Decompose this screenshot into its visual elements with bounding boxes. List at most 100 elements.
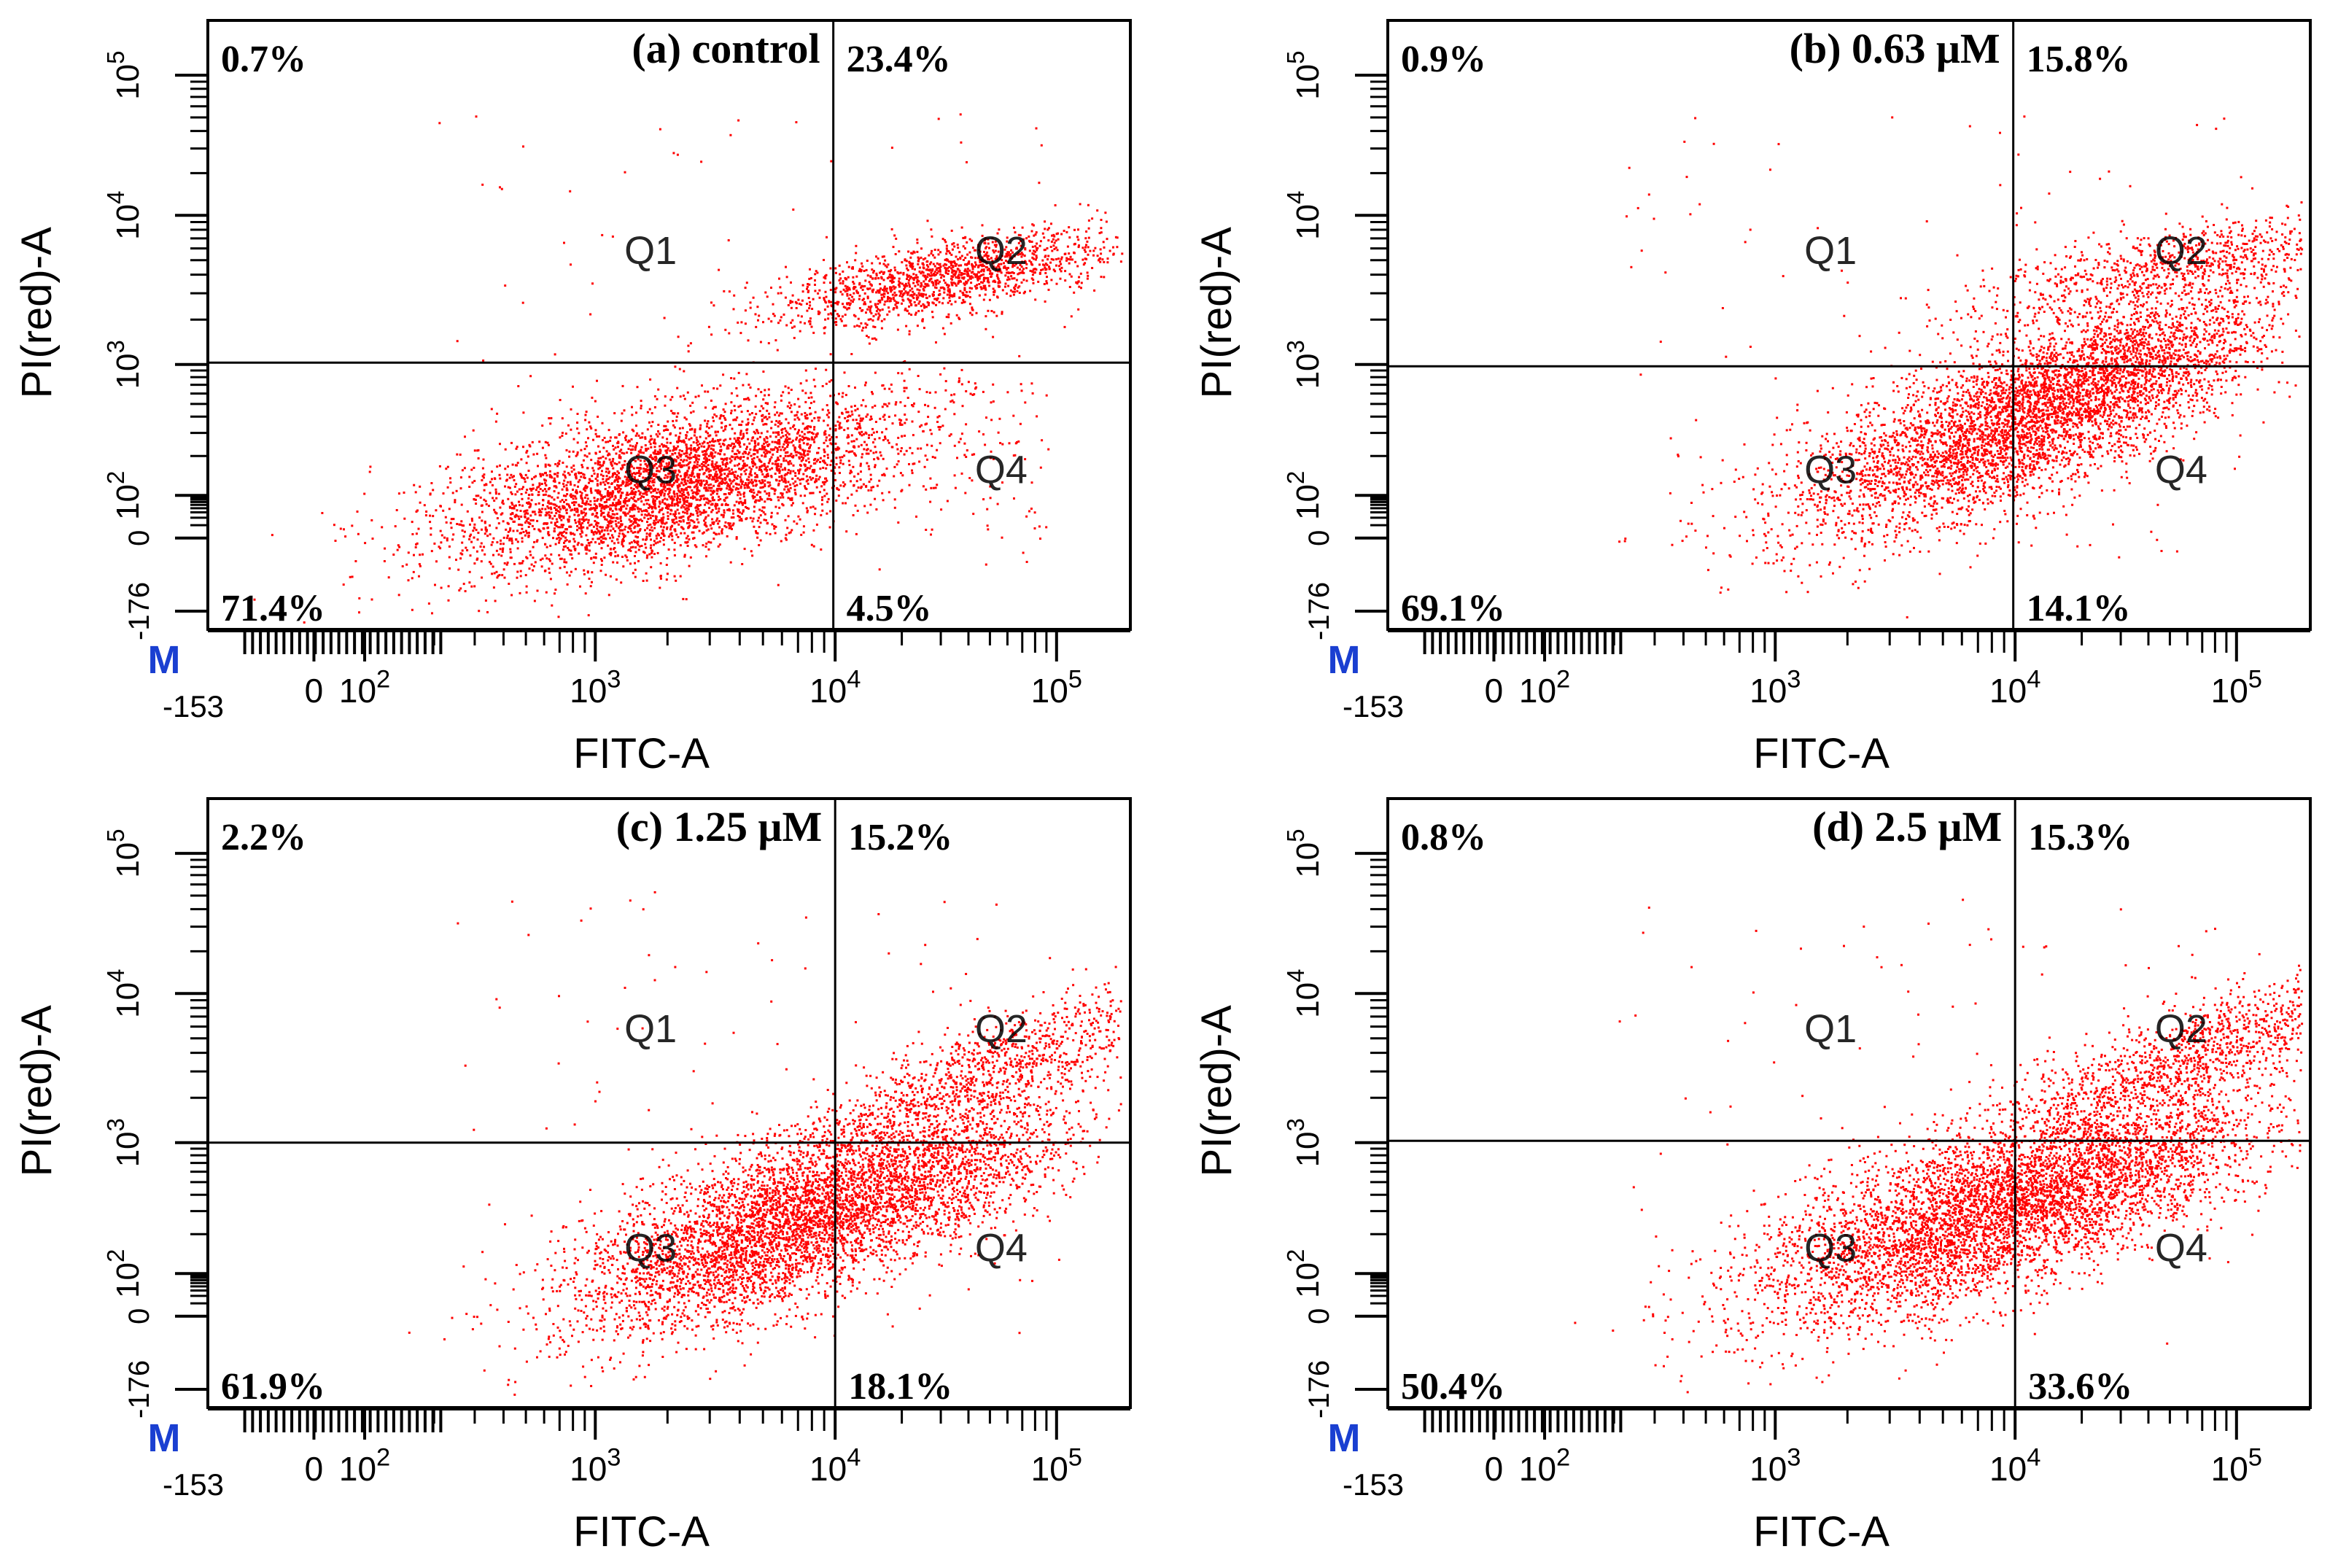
- data-point: [610, 463, 613, 466]
- data-point: [756, 449, 759, 452]
- data-point: [971, 268, 974, 271]
- data-point: [656, 537, 658, 540]
- data-point: [763, 462, 766, 465]
- data-point: [711, 465, 714, 468]
- data-point: [519, 510, 522, 512]
- data-point: [459, 552, 462, 555]
- data-point: [676, 455, 679, 458]
- data-point: [561, 417, 564, 420]
- data-point: [756, 476, 758, 478]
- data-point: [610, 521, 613, 524]
- data-point: [517, 523, 520, 526]
- data-point: [804, 485, 806, 488]
- data-point: [882, 439, 885, 441]
- data-point: [731, 527, 733, 530]
- data-point: [1065, 257, 1068, 260]
- data-point: [477, 494, 480, 497]
- data-point: [682, 597, 685, 600]
- data-point: [516, 570, 519, 573]
- data-point: [659, 586, 661, 589]
- data-point: [430, 550, 433, 553]
- data-point: [687, 486, 690, 489]
- data-point: [801, 422, 804, 425]
- data-point: [495, 527, 498, 529]
- data-point: [601, 504, 604, 507]
- data-point: [760, 391, 763, 394]
- data-point: [677, 412, 680, 415]
- data-point: [614, 479, 617, 482]
- data-point: [759, 341, 762, 344]
- data-point: [735, 486, 738, 489]
- data-point: [904, 414, 906, 416]
- data-point: [344, 535, 347, 538]
- data-point: [848, 464, 851, 467]
- data-point: [810, 419, 813, 422]
- data-point: [676, 508, 679, 511]
- data-point: [561, 534, 563, 537]
- data-point: [850, 434, 853, 437]
- data-point: [646, 411, 649, 414]
- data-point: [705, 480, 708, 482]
- data-point: [505, 563, 508, 566]
- data-point: [433, 542, 436, 545]
- data-point: [758, 458, 761, 461]
- data-point: [549, 544, 552, 547]
- data-point: [752, 481, 754, 484]
- data-point: [947, 313, 950, 316]
- data-point: [874, 497, 877, 500]
- data-point: [538, 482, 541, 485]
- data-point: [497, 522, 500, 525]
- data-point: [611, 510, 614, 512]
- data-point: [565, 512, 568, 514]
- data-point: [803, 463, 806, 466]
- data-point: [984, 293, 987, 296]
- data-point: [631, 478, 634, 481]
- data-point: [834, 271, 837, 274]
- data-point: [909, 289, 912, 292]
- data-point: [721, 503, 723, 506]
- data-point: [592, 533, 595, 536]
- data-point: [685, 443, 688, 446]
- data-point: [863, 433, 865, 436]
- data-point: [705, 542, 708, 545]
- data-point: [480, 560, 483, 563]
- data-point: [651, 556, 653, 559]
- data-point: [842, 270, 844, 273]
- data-point: [618, 529, 621, 532]
- data-point: [587, 521, 590, 524]
- data-point: [686, 446, 688, 449]
- data-point: [753, 525, 756, 528]
- data-point: [639, 436, 642, 439]
- data-point: [746, 428, 749, 431]
- data-point: [788, 438, 791, 440]
- data-point: [605, 475, 608, 478]
- data-point: [742, 510, 745, 513]
- data-point: [584, 441, 587, 444]
- data-point: [580, 494, 583, 497]
- data-point: [548, 494, 551, 497]
- data-point: [764, 483, 766, 486]
- data-point: [835, 401, 838, 404]
- data-point: [585, 512, 588, 515]
- data-point: [672, 445, 675, 448]
- data-point: [874, 421, 877, 423]
- data-point: [764, 485, 766, 488]
- data-point: [755, 484, 757, 487]
- data-point: [1030, 230, 1033, 233]
- data-point: [569, 494, 572, 497]
- data-point: [818, 478, 820, 481]
- data-point: [792, 425, 794, 428]
- data-point: [1046, 228, 1049, 231]
- data-point: [785, 533, 788, 536]
- data-point: [1106, 261, 1109, 264]
- data-point: [581, 521, 584, 524]
- data-point: [735, 387, 738, 389]
- data-point: [680, 466, 683, 468]
- data-point: [447, 585, 450, 588]
- data-point: [412, 570, 415, 573]
- data-point: [476, 557, 479, 560]
- data-point: [897, 521, 900, 524]
- data-point: [569, 553, 572, 556]
- data-point: [672, 521, 675, 524]
- data-point: [716, 465, 719, 467]
